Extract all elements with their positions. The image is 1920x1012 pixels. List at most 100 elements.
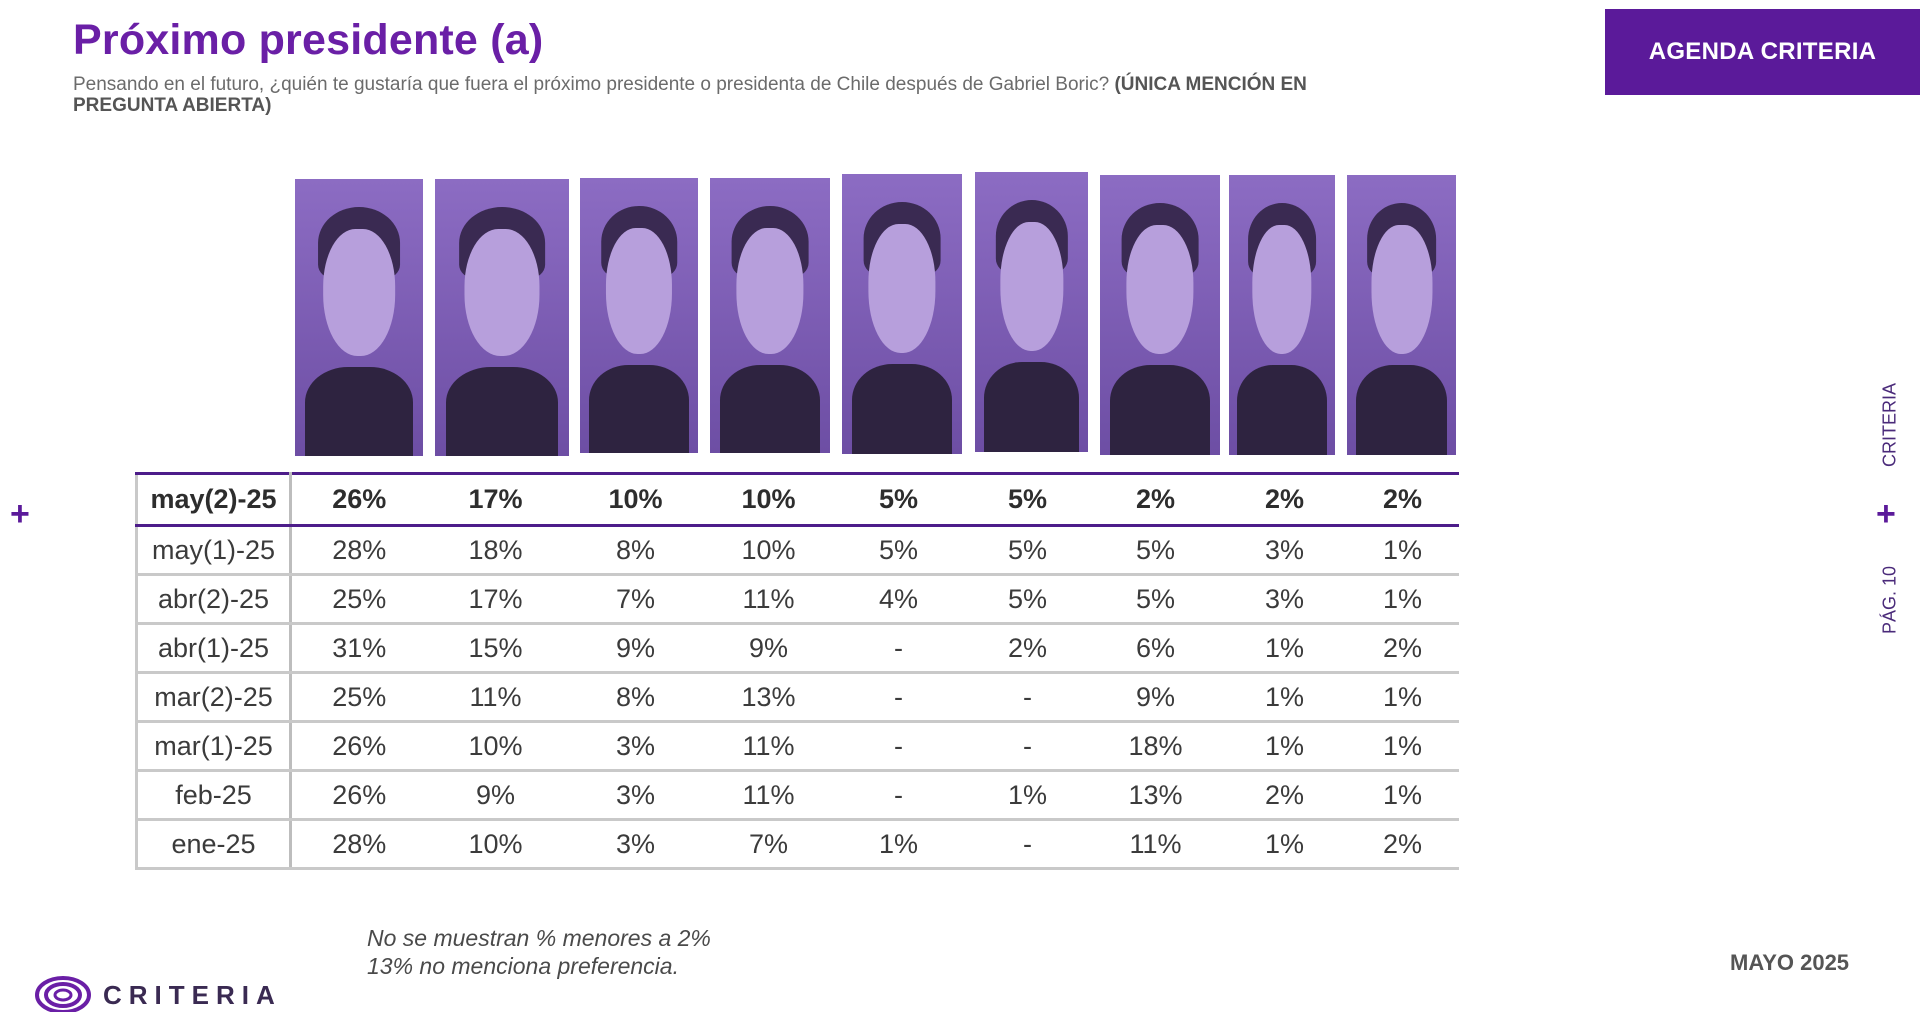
- table-cell: -: [966, 721, 1089, 772]
- table-cell: 10%: [706, 472, 831, 527]
- table-cell: 5%: [966, 472, 1089, 527]
- subtitle-text: Pensando en el futuro, ¿quién te gustarí…: [73, 74, 1110, 95]
- table-cell: 9%: [706, 623, 831, 674]
- table-cell: 18%: [426, 525, 565, 576]
- table-cell: 10%: [706, 525, 831, 576]
- table-cell: 1%: [1346, 525, 1459, 576]
- table-cell: 5%: [966, 525, 1089, 576]
- table-cell: -: [966, 672, 1089, 723]
- subtitle-bold: (ÚNICA MENCIÓN EN PREGUNTA ABIERTA): [73, 74, 1307, 116]
- table-cell: 28%: [290, 525, 427, 576]
- table-cell: 25%: [290, 574, 427, 625]
- row-label: mar(2)-25: [135, 672, 292, 723]
- table-cell: 26%: [290, 472, 427, 527]
- table-cell: 9%: [426, 770, 565, 821]
- row-label: ene-25: [135, 819, 292, 870]
- table-cell: 28%: [290, 819, 427, 870]
- table-row: mar(1)-25 26% 10% 3% 11% - -18% 1% 1%: [135, 721, 1459, 772]
- table-cell: 13%: [706, 672, 831, 723]
- table-cell: 4%: [830, 574, 967, 625]
- table-cell: 18%: [1088, 721, 1223, 772]
- table-cell: -: [830, 721, 967, 772]
- table-cell: 31%: [290, 623, 427, 674]
- footnote: No se muestran % menores a 2% 13% no men…: [367, 924, 711, 980]
- table-cell: 6%: [1088, 623, 1223, 674]
- table-cell: 3%: [564, 721, 707, 772]
- table-row: may(2)-25 26% 17% 10% 10% 5% 5% 2% 2% 2%: [135, 472, 1459, 527]
- table-cell: 7%: [706, 819, 831, 870]
- table-cell: 1%: [1222, 672, 1347, 723]
- candidate-photo-7: [1100, 175, 1220, 455]
- table-cell: 11%: [706, 721, 831, 772]
- table-cell: 1%: [1346, 672, 1459, 723]
- table-cell: 26%: [290, 721, 427, 772]
- table-cell: 2%: [1346, 819, 1459, 870]
- candidate-photo-3: [580, 178, 698, 453]
- footnote-line-1: No se muestran % menores a 2%: [367, 925, 711, 951]
- candidate-photo-2: [435, 179, 569, 456]
- candidate-photo-9: [1347, 175, 1456, 455]
- table-row: may(1)-25 28% 18% 8% 10% 5% 5% 5% 3% 1%: [135, 525, 1459, 576]
- table-cell: 1%: [966, 770, 1089, 821]
- table-row: abr(1)-25 31% 15% 9% 9% -2% 6% 1% 2%: [135, 623, 1459, 674]
- table-cell: -: [830, 672, 967, 723]
- table-cell: 3%: [1222, 525, 1347, 576]
- table-cell: 2%: [966, 623, 1089, 674]
- table-cell: 1%: [1346, 770, 1459, 821]
- candidate-photo-6: [975, 172, 1088, 452]
- table-cell: 2%: [1222, 472, 1347, 527]
- page-subtitle: Pensando en el futuro, ¿quién te gustarí…: [73, 74, 1403, 116]
- row-label: may(2)-25: [135, 472, 292, 527]
- table-cell: 25%: [290, 672, 427, 723]
- page-title: Próximo presidente (a): [73, 16, 544, 64]
- footnote-line-2: 13% no menciona preferencia.: [367, 953, 679, 979]
- table-cell: 5%: [1088, 574, 1223, 625]
- table-cell: 17%: [426, 574, 565, 625]
- results-table: may(2)-25 26% 17% 10% 10% 5% 5% 2% 2% 2% may(1)-25…: [135, 472, 1459, 870]
- table-cell: 10%: [426, 721, 565, 772]
- row-label: abr(2)-25: [135, 574, 292, 625]
- table-cell: 5%: [1088, 525, 1223, 576]
- logo-rings-icon: [35, 975, 91, 1012]
- table-cell: 1%: [1222, 623, 1347, 674]
- plus-icon-right: +: [1876, 495, 1896, 533]
- table-cell: 3%: [564, 770, 707, 821]
- table-cell: 2%: [1088, 472, 1223, 527]
- table-cell: 1%: [1222, 819, 1347, 870]
- table-cell: -: [966, 819, 1089, 870]
- table-cell: 8%: [564, 525, 707, 576]
- table-cell: 2%: [1222, 770, 1347, 821]
- candidate-photo-5: [842, 174, 962, 454]
- candidate-photo-8: [1229, 175, 1335, 455]
- table-cell: 8%: [564, 672, 707, 723]
- table-cell: 5%: [966, 574, 1089, 625]
- table-cell: 10%: [426, 819, 565, 870]
- table-cell: 11%: [706, 574, 831, 625]
- table-cell: -: [830, 770, 967, 821]
- table-cell: 15%: [426, 623, 565, 674]
- table-row: ene-25 28% 10% 3% 7% 1% -11% 1% 2%: [135, 819, 1459, 870]
- table-cell: 26%: [290, 770, 427, 821]
- table-cell: 5%: [830, 525, 967, 576]
- table-cell: 5%: [830, 472, 967, 527]
- agenda-criteria-button[interactable]: AGENDA CRITERIA: [1605, 9, 1920, 95]
- table-cell: 9%: [564, 623, 707, 674]
- table-cell: 7%: [564, 574, 707, 625]
- table-cell: 1%: [1222, 721, 1347, 772]
- table-cell: 11%: [426, 672, 565, 723]
- table-cell: 2%: [1346, 623, 1459, 674]
- side-brand-label: CRITERIA: [1879, 382, 1900, 468]
- row-label: abr(1)-25: [135, 623, 292, 674]
- row-label: feb-25: [135, 770, 292, 821]
- candidate-photo-4: [710, 178, 830, 453]
- table-cell: 11%: [706, 770, 831, 821]
- table-row: mar(2)-25 25% 11% 8% 13% - -9% 1% 1%: [135, 672, 1459, 723]
- table-cell: -: [830, 623, 967, 674]
- table-cell: 2%: [1346, 472, 1459, 527]
- table-cell: 10%: [564, 472, 707, 527]
- table-cell: 17%: [426, 472, 565, 527]
- criteria-logo: CRITERIA: [35, 975, 282, 1012]
- table-cell: 13%: [1088, 770, 1223, 821]
- table-cell: 9%: [1088, 672, 1223, 723]
- side-page-label: PÁG. 10: [1879, 565, 1900, 635]
